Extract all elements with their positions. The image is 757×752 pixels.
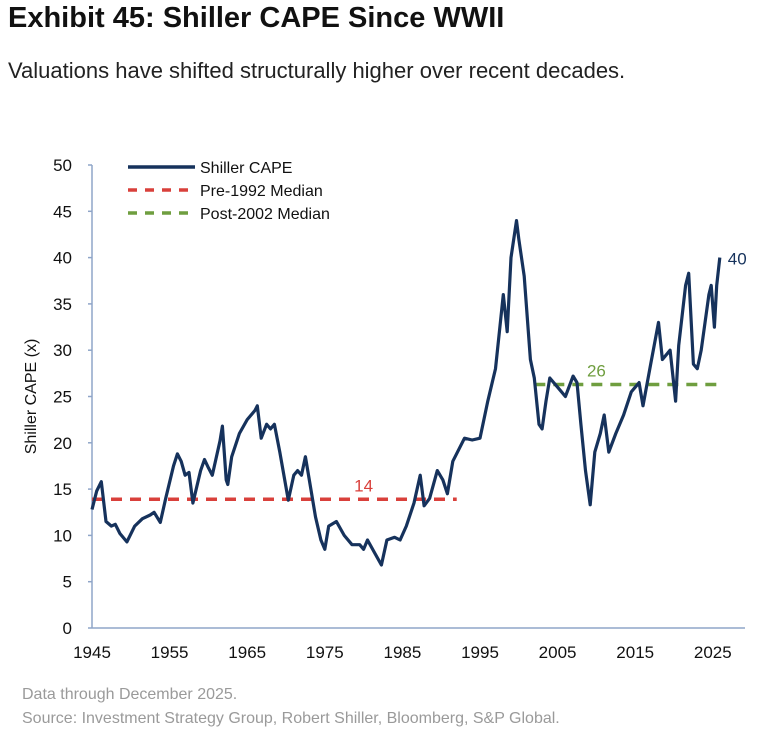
x-tick-label: 1945 [73,643,111,662]
x-tick-label: 1985 [383,643,421,662]
y-tick-label: 40 [53,249,72,268]
y-tick-label: 0 [63,619,72,638]
y-tick-label: 35 [53,295,72,314]
source-note: Source: Investment Strategy Group, Rober… [22,710,560,727]
legend-label: Pre-1992 Median [200,183,323,200]
legend-label: Post-2002 Median [200,206,330,223]
y-tick-label: 50 [53,156,72,175]
y-tick-label: 45 [53,202,72,221]
shiller-cape-line [90,219,722,567]
y-axis-label: Shiller CAPE (x) [23,339,40,455]
x-tick-label: 2025 [694,643,732,662]
y-tick-label: 10 [53,526,72,545]
x-tick-label: 2005 [539,643,577,662]
pre-1992-median-label: 14 [354,476,373,495]
legend-label: Shiller CAPE [200,160,292,177]
y-tick-label: 5 [63,573,72,592]
x-tick-label: 1995 [461,643,499,662]
end-value-label: 40 [728,250,747,269]
y-tick-label: 25 [53,388,72,407]
data-note: Data through December 2025. [22,686,238,703]
x-tick-label: 2015 [616,643,654,662]
x-tick-label: 1955 [151,643,189,662]
x-tick-label: 1975 [306,643,344,662]
chart-title: Exhibit 45: Shiller CAPE Since WWII [8,2,505,34]
y-tick-label: 15 [53,480,72,499]
y-tick-label: 30 [53,341,72,360]
x-tick-label: 1965 [228,643,266,662]
y-tick-label: 20 [53,434,72,453]
chart-subtitle: Valuations have shifted structurally hig… [8,58,626,83]
post-2002-median-label: 26 [587,361,606,380]
